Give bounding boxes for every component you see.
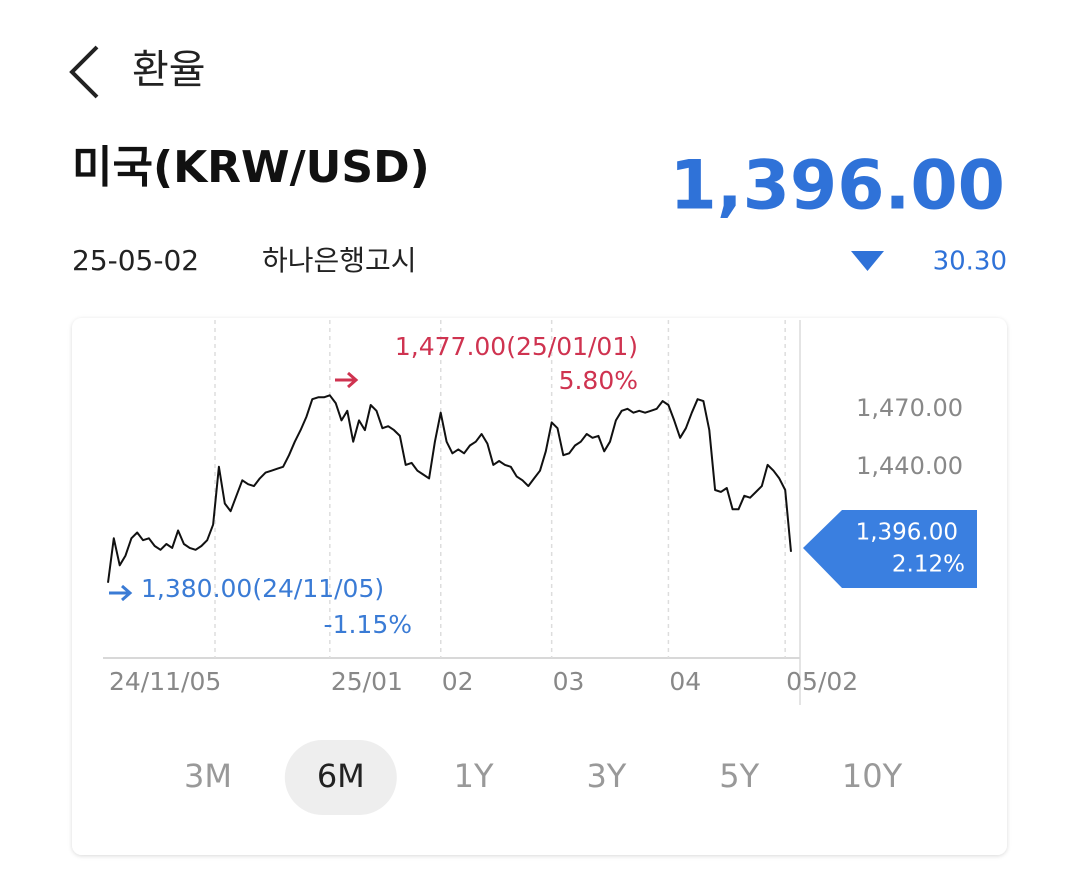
back-button[interactable] bbox=[69, 45, 99, 99]
period-tabs: 3M 6M 1Y 3Y 5Y 10Y bbox=[184, 740, 903, 815]
min-label: 1,380.00(24/11/05) bbox=[141, 574, 384, 603]
min-change: -1.15% bbox=[324, 610, 412, 639]
period-tab[interactable]: 10Y bbox=[842, 757, 903, 795]
y-tick-label: 1,470.00 bbox=[856, 394, 963, 422]
min-arrow bbox=[109, 584, 133, 602]
period-tab[interactable]: 3M bbox=[184, 757, 232, 795]
x-tick-label: 04 bbox=[669, 667, 701, 696]
last-label: 1,396.00 bbox=[856, 520, 958, 546]
price: 1,396.00 bbox=[669, 147, 1005, 226]
x-tick-label: 05/02 bbox=[786, 667, 858, 696]
chart-card bbox=[72, 318, 1007, 855]
source: 하나은행고시 bbox=[262, 244, 417, 277]
currency-name: 미국(KRW/USD) bbox=[72, 142, 430, 193]
period-tab[interactable]: 6M bbox=[317, 757, 365, 795]
x-tick-label: 02 bbox=[442, 667, 474, 696]
date: 25-05-02 bbox=[72, 244, 199, 277]
last-change: 2.12% bbox=[892, 552, 965, 578]
y-tick-label: 1,440.00 bbox=[856, 452, 963, 480]
x-tick-label: 03 bbox=[553, 667, 585, 696]
price-line bbox=[107, 394, 792, 583]
max-change: 5.80% bbox=[559, 366, 638, 395]
max-arrow bbox=[335, 371, 359, 389]
max-label: 1,477.00(25/01/01) bbox=[395, 332, 638, 361]
period-tab[interactable]: 1Y bbox=[454, 757, 494, 795]
period-tab[interactable]: 5Y bbox=[719, 757, 759, 795]
plot: 1,440.00 1,470.00 24/11/05 25/01 02 03 04 05/02 bbox=[107, 320, 963, 696]
x-tick-label: 24/11/05 bbox=[109, 667, 221, 696]
change: 30.30 bbox=[933, 247, 1007, 277]
x-tick-label: 25/01 bbox=[331, 667, 403, 696]
page-title: 환율 bbox=[132, 47, 206, 93]
selected-tab-bg bbox=[284, 740, 397, 815]
last-value-tag bbox=[803, 510, 977, 588]
period-tab[interactable]: 3Y bbox=[586, 757, 626, 795]
down-icon bbox=[851, 251, 884, 271]
